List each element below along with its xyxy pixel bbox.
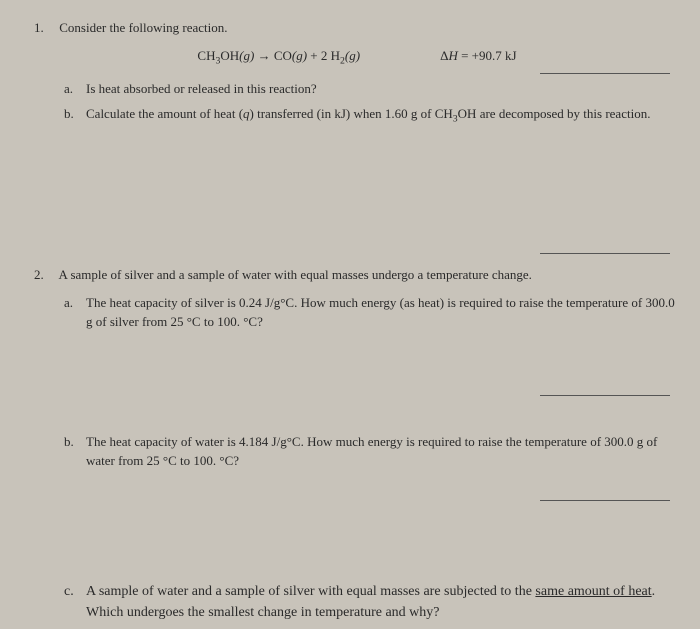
q1-a-letter: a. xyxy=(64,79,86,99)
q2-a-text: The heat capacity of silver is 0.24 J/g°… xyxy=(86,293,680,332)
q2-prompt: A sample of silver and a sample of water… xyxy=(59,267,532,282)
answer-blank-1b xyxy=(540,253,670,254)
q2-c-underline: same amount of heat xyxy=(535,584,651,599)
q1-b-text: Calculate the amount of heat (q) transfe… xyxy=(86,104,680,127)
question-1: 1. Consider the following reaction. CH3O… xyxy=(34,18,680,127)
q2-header: 2. A sample of silver and a sample of wa… xyxy=(34,265,680,285)
question-2: 2. A sample of silver and a sample of wa… xyxy=(34,265,680,623)
q2-c-text: A sample of water and a sample of silver… xyxy=(86,581,680,623)
q1-equation-left: CH3OH(g) → CO(g) + 2 H2(g) xyxy=(197,46,360,69)
q2-c: c. A sample of water and a sample of sil… xyxy=(64,581,680,623)
q1-b: b. Calculate the amount of heat (q) tran… xyxy=(64,104,680,127)
answer-blank-1a xyxy=(540,73,670,74)
q1-prompt: Consider the following reaction. xyxy=(59,20,227,35)
answer-blank-2a xyxy=(540,395,670,396)
q1-a: a. Is heat absorbed or released in this … xyxy=(64,79,680,99)
q1-equation-row: CH3OH(g) → CO(g) + 2 H2(g) ΔH = +90.7 kJ xyxy=(34,46,680,69)
q1-equation-right: ΔH = +90.7 kJ xyxy=(440,46,517,69)
q1-number: 1. xyxy=(34,18,56,38)
q2-b: b. The heat capacity of water is 4.184 J… xyxy=(64,432,680,471)
q2-a: a. The heat capacity of silver is 0.24 J… xyxy=(64,293,680,332)
answer-blank-2b xyxy=(540,500,670,501)
q2-b-letter: b. xyxy=(64,432,86,471)
q2-b-text: The heat capacity of water is 4.184 J/g°… xyxy=(86,432,680,471)
q2-number: 2. xyxy=(34,265,56,285)
q2-c-pre: A sample of water and a sample of silver… xyxy=(86,584,535,599)
q1-header: 1. Consider the following reaction. xyxy=(34,18,680,38)
q2-a-letter: a. xyxy=(64,293,86,332)
q1-a-text: Is heat absorbed or released in this rea… xyxy=(86,79,680,99)
q1-b-letter: b. xyxy=(64,104,86,127)
q2-c-letter: c. xyxy=(64,581,86,623)
